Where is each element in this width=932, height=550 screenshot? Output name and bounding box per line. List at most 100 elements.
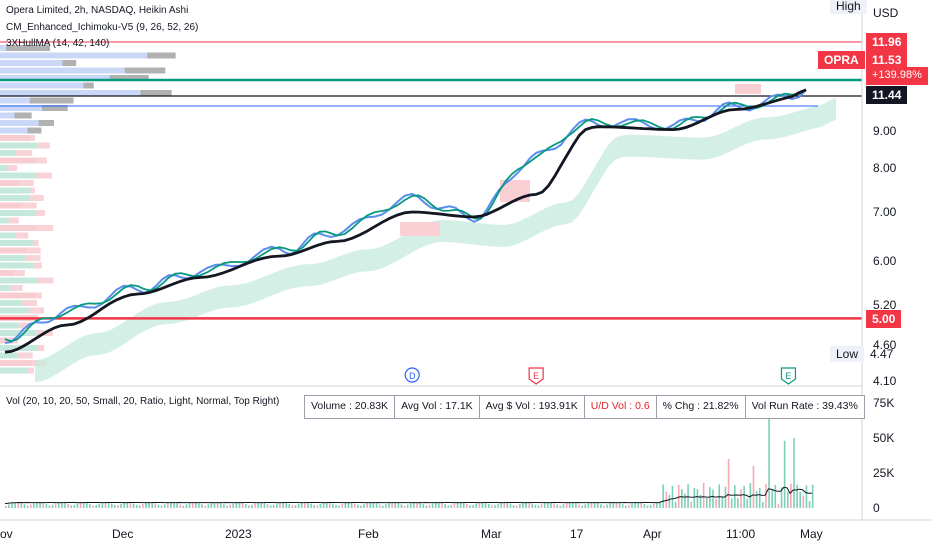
- volume-bar-247: [774, 484, 777, 508]
- volume-bar-181: [568, 502, 571, 508]
- volume-bar-234: [734, 485, 736, 508]
- price-tick: 4.10: [873, 374, 897, 388]
- currency-label[interactable]: USD: [873, 6, 899, 20]
- profile-bar-ext-14: [16, 150, 33, 156]
- volume-bar-71: [226, 505, 228, 508]
- profile-bar-ext-22: [36, 210, 45, 216]
- event-1[interactable]: E: [528, 367, 544, 385]
- low-button[interactable]: Low: [830, 346, 865, 362]
- volume-bar-216: [677, 484, 680, 508]
- volume-bar-243: [762, 502, 764, 508]
- volume-bar-50: [160, 505, 163, 508]
- profile-bar-23: [0, 217, 9, 224]
- profile-bar-32: [0, 285, 11, 291]
- high-button[interactable]: High: [830, 0, 867, 14]
- volume-bar-193: [606, 504, 608, 508]
- volume-bar-154: [484, 502, 487, 508]
- volume-bar-254: [796, 484, 798, 508]
- profile-bar-ext-25: [15, 232, 29, 239]
- volume-bar-92: [291, 505, 294, 508]
- symbol-title[interactable]: Opera Limited, 2h, NASDAQ, Heikin Ashi: [6, 5, 189, 16]
- volume-bar-20: [67, 503, 69, 508]
- time-tick: Mar: [481, 527, 502, 541]
- volume-bar-3: [14, 502, 16, 508]
- hull-fast-line: [4, 89, 807, 344]
- price-tick: 8.00: [873, 161, 897, 175]
- volume-bar-237: [743, 485, 745, 508]
- profile-bar-6: [0, 90, 141, 96]
- stat-ud-vol: U/D Vol : 0.6: [585, 396, 657, 418]
- event-0[interactable]: D: [404, 367, 420, 383]
- volume-bar-196: [615, 502, 618, 508]
- profile-bar-2: [0, 60, 63, 66]
- volume-bar-17: [57, 502, 60, 508]
- volume-bar-128: [403, 505, 406, 508]
- volume-bar-137: [431, 503, 434, 508]
- volume-bar-67: [213, 502, 216, 508]
- hullma-legend[interactable]: 3XHullMA (14, 42, 140): [6, 38, 110, 49]
- volume-bar-70: [223, 504, 225, 508]
- volume-bar-46: [148, 502, 150, 508]
- profile-bar-ext-3: [124, 67, 166, 74]
- volume-bar-199: [624, 505, 627, 508]
- volume-bar-19: [64, 502, 66, 508]
- ichimoku-legend[interactable]: CM_Enhanced_Ichimoku-V5 (9, 26, 52, 26): [6, 22, 199, 33]
- volume-bar-248: [777, 503, 780, 508]
- volume-bar-236: [740, 489, 742, 508]
- profile-bar-19: [0, 187, 31, 194]
- volume-bar-161: [506, 502, 509, 508]
- support-price-tag: 5.00: [866, 310, 902, 328]
- volume-bar-186: [584, 504, 587, 508]
- volume-bar-63: [201, 504, 203, 508]
- profile-bar-ext-0: [6, 45, 50, 51]
- volume-bar-146: [459, 502, 462, 508]
- volume-bar-226: [709, 487, 711, 508]
- volume-bar-103: [325, 502, 328, 508]
- event-earnings-icon: [528, 367, 544, 385]
- profile-bar-35: [0, 307, 30, 314]
- volume-legend[interactable]: Vol (20, 10, 20, 50, Small, 20, Ratio, L…: [6, 396, 280, 407]
- volume-bar-127: [400, 504, 403, 508]
- volume-bar-9: [33, 503, 35, 508]
- profile-bar-ext-28: [25, 255, 41, 261]
- volume-bar-157: [494, 505, 496, 508]
- time-tick: 2023: [225, 527, 252, 541]
- volume-bar-224: [702, 482, 705, 508]
- volume-bar-211: [662, 484, 664, 508]
- volume-bar-162: [509, 503, 512, 508]
- event-2[interactable]: E: [780, 367, 797, 385]
- volume-bar-173: [543, 502, 546, 508]
- stat-vol-run-rate: Vol Run Rate : 39.43%: [751, 400, 858, 412]
- volume-bar-77: [244, 504, 247, 508]
- volume-bar-61: [195, 502, 197, 508]
- volume-bar-6: [23, 504, 26, 508]
- volume-bar-136: [428, 504, 431, 508]
- volume-bar-200: [628, 504, 630, 508]
- volume-bar-189: [593, 502, 596, 508]
- volume-bar-201: [631, 503, 633, 508]
- price-tick: 5.20: [873, 298, 897, 312]
- time-tick: 11:00: [726, 527, 756, 541]
- price-tick: 6.00: [873, 254, 897, 268]
- event-label: E: [785, 371, 791, 381]
- volume-bar-39: [126, 502, 129, 508]
- volume-bar-257: [805, 485, 808, 508]
- volume-bar-120: [378, 504, 381, 508]
- profile-bar-ext-1: [147, 52, 176, 59]
- profile-bar-ext-19: [30, 187, 35, 194]
- volume-bar-231: [724, 486, 727, 508]
- volume-bar-40: [129, 502, 132, 508]
- volume-bar-209: [656, 502, 658, 508]
- profile-bar-ext-27: [26, 247, 41, 254]
- profile-bar-ext-15: [37, 157, 47, 164]
- profile-bar-3: [0, 67, 125, 74]
- volume-bar-53: [170, 502, 172, 508]
- profile-bar-ext-31: [37, 277, 54, 284]
- profile-bar-39: [0, 337, 7, 344]
- volume-bars: [4, 398, 814, 508]
- volume-bar-125: [394, 502, 397, 508]
- volume-bar-130: [410, 503, 412, 508]
- volume-bar-230: [721, 496, 724, 508]
